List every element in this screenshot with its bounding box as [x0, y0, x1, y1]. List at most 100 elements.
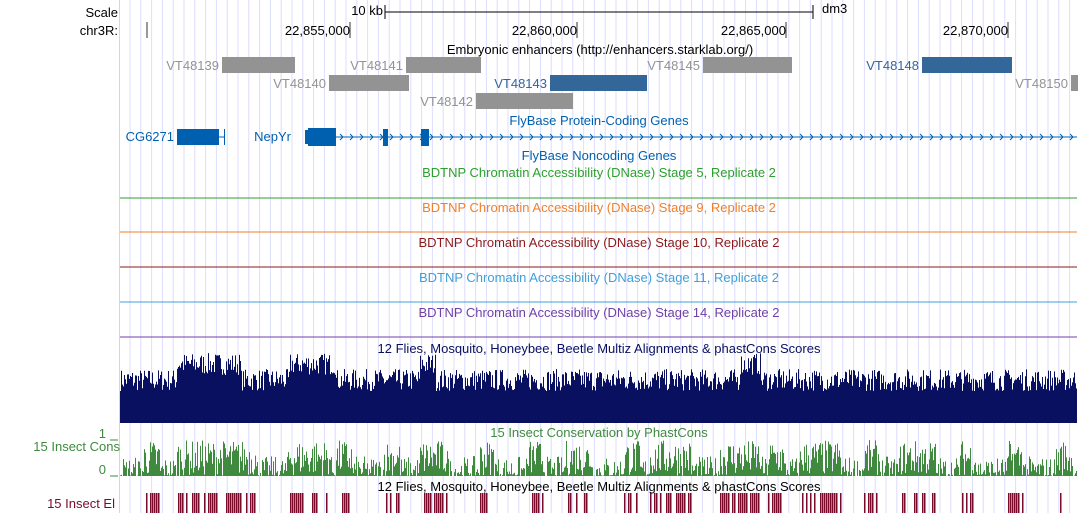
conserved-element — [1016, 493, 1018, 513]
gene-label[interactable]: NepYr — [254, 129, 291, 144]
strand-arrow — [1069, 133, 1074, 141]
enhancer-box — [222, 57, 295, 73]
conserved-element — [182, 493, 184, 513]
conserved-element — [438, 493, 440, 513]
conserved-element — [724, 493, 726, 513]
strand-arrow — [999, 133, 1004, 141]
gene-label[interactable]: CG6271 — [125, 129, 174, 144]
enhancer-label[interactable]: VT48148 — [866, 58, 919, 73]
strand-arrow — [399, 133, 404, 141]
track-title-enhancers[interactable]: Embryonic enhancers (http://enhancers.st… — [446, 42, 754, 57]
conserved-element — [586, 493, 588, 513]
track-title-dnase-11[interactable]: BDTNP Chromatin Accessibility (DNase) St… — [418, 270, 780, 285]
strand-arrow — [989, 133, 994, 141]
conserved-element — [836, 493, 838, 513]
strand-arrow — [489, 133, 494, 141]
gene-exon — [308, 128, 336, 146]
track-title-dnase-10[interactable]: BDTNP Chromatin Accessibility (DNase) St… — [418, 235, 780, 250]
enhancer-label[interactable]: VT48143 — [494, 76, 547, 91]
strand-arrow — [349, 133, 354, 141]
track-title-cons[interactable]: 15 Insect Conservation by PhastCons — [490, 425, 708, 440]
conserved-element — [668, 493, 670, 513]
conserved-element — [180, 493, 182, 513]
enhancer-label[interactable]: VT48139 — [166, 58, 219, 73]
conserved-element — [236, 493, 238, 513]
strand-arrow — [779, 133, 784, 141]
strand-arrow — [629, 133, 634, 141]
conserved-element — [156, 493, 158, 513]
conserved-element — [428, 493, 430, 513]
conserved-element — [152, 493, 154, 513]
track-title-elements[interactable]: 12 Flies, Mosquito, Honeybee, Beetle Mul… — [377, 479, 821, 494]
strand-arrow — [559, 133, 564, 141]
conserved-element — [826, 493, 828, 513]
strand-arrow — [699, 133, 704, 141]
strand-arrow — [799, 133, 804, 141]
conserved-element — [436, 493, 438, 513]
strand-arrow — [829, 133, 834, 141]
track-title-dnase-14[interactable]: BDTNP Chromatin Accessibility (DNase) St… — [418, 305, 780, 320]
conserved-element — [734, 493, 736, 513]
conserved-element — [776, 493, 778, 513]
conserved-element — [820, 493, 822, 513]
conserved-element — [154, 493, 156, 513]
conserved-element — [426, 493, 428, 513]
enhancer-label[interactable]: VT48145 — [647, 58, 700, 73]
strand-arrow — [719, 133, 724, 141]
conserved-element — [1014, 493, 1016, 513]
conserved-element — [298, 493, 300, 513]
strand-arrow — [839, 133, 844, 141]
conserved-element — [424, 493, 426, 513]
strand-arrow — [1019, 133, 1024, 141]
strand-arrow — [939, 133, 944, 141]
conserved-element — [316, 493, 318, 513]
strand-arrow — [909, 133, 914, 141]
conserved-element — [326, 493, 328, 513]
cons-signal — [120, 440, 1077, 476]
strand-arrow — [669, 133, 674, 141]
track-title-protein-genes[interactable]: FlyBase Protein-Coding Genes — [509, 113, 689, 128]
conserved-element — [670, 493, 672, 513]
gene-exon — [421, 129, 429, 146]
track-title-dnase-5[interactable]: BDTNP Chromatin Accessibility (DNase) St… — [422, 165, 776, 180]
track-title-multiz[interactable]: 12 Flies, Mosquito, Honeybee, Beetle Mul… — [377, 341, 821, 356]
conserved-element — [656, 493, 658, 513]
conserved-element — [806, 493, 808, 513]
conserved-element — [230, 493, 232, 513]
conserved-element — [576, 493, 578, 513]
conserved-element — [486, 493, 488, 513]
conserved-element — [178, 493, 180, 513]
strand-arrow — [599, 133, 604, 141]
track-title-dnase-9[interactable]: BDTNP Chromatin Accessibility (DNase) St… — [422, 200, 776, 215]
conserved-element — [754, 493, 756, 513]
enhancer-label[interactable]: VT48141 — [350, 58, 403, 73]
conserved-element — [772, 493, 774, 513]
track-title-noncoding[interactable]: FlyBase Noncoding Genes — [521, 148, 677, 163]
conserved-element — [212, 493, 214, 513]
conserved-element — [756, 493, 758, 513]
strand-arrow — [789, 133, 794, 141]
conserved-element — [732, 493, 734, 513]
conserved-element — [720, 493, 722, 513]
conserved-element — [570, 493, 572, 513]
enhancer-label[interactable]: VT48142 — [420, 94, 473, 109]
conserved-element — [216, 493, 218, 513]
enhancer-label[interactable]: VT48150 — [1015, 76, 1068, 91]
conserved-element — [650, 493, 652, 513]
conserved-element — [254, 493, 256, 513]
strand-arrow — [759, 133, 764, 141]
conserved-element — [864, 493, 866, 513]
enhancer-box — [922, 57, 1012, 73]
conserved-element — [746, 493, 748, 513]
conserved-element — [584, 493, 586, 513]
conserved-element — [192, 493, 194, 513]
conserved-element — [386, 493, 388, 513]
conserved-element — [542, 493, 544, 513]
conserved-element — [876, 493, 878, 513]
strand-arrow — [579, 133, 584, 141]
enhancer-label[interactable]: VT48140 — [273, 76, 326, 91]
strand-arrow — [569, 133, 574, 141]
strand-arrow — [1029, 133, 1034, 141]
